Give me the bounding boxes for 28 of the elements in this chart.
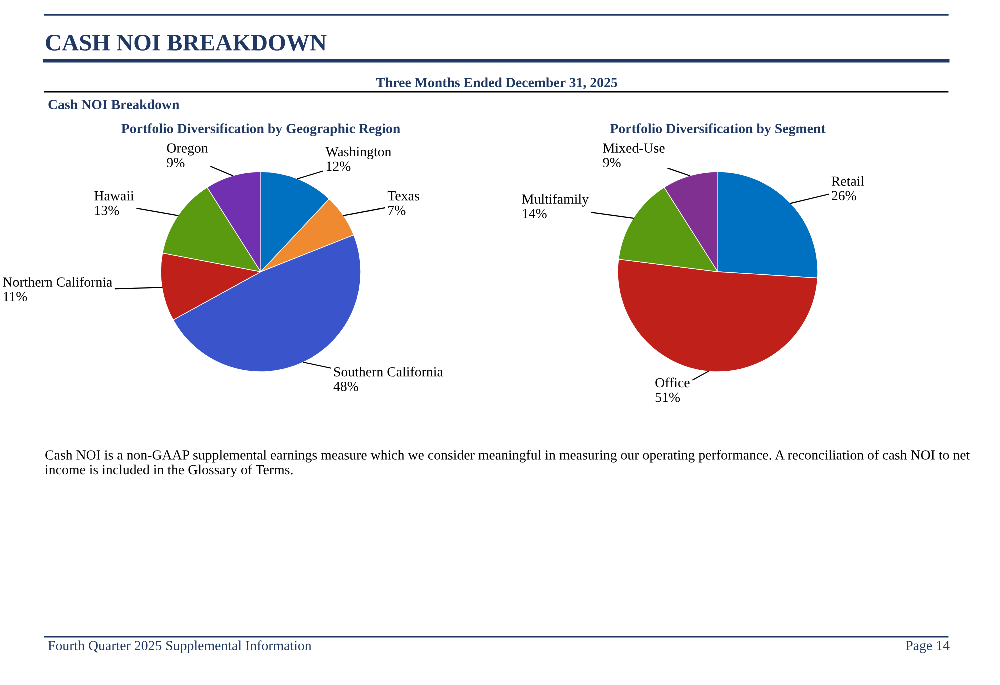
slice-label: Office bbox=[656, 378, 690, 388]
slice-label: Hawaii bbox=[94, 191, 134, 201]
slice-label: Washington bbox=[326, 146, 392, 160]
slice-label: Mixed-Use bbox=[603, 143, 665, 153]
text: Three Months Ended December 31, 2025 bbox=[376, 78, 618, 90]
text: Fourth Quarter 2025 Supplemental Information bbox=[48, 640, 312, 654]
slice-label: Northern California bbox=[3, 277, 112, 287]
data-label: 7% bbox=[388, 206, 406, 216]
chart-title: Portfolio Diversification by Segment bbox=[610, 124, 826, 136]
data-label: 13% bbox=[95, 206, 120, 216]
chart-title: Portfolio Diversification by Geographic Region bbox=[122, 124, 400, 136]
slice-label: Multifamily bbox=[522, 194, 589, 207]
text: CASH NOI BREAKDOWN bbox=[46, 35, 327, 52]
slice-label: Southern California bbox=[334, 366, 444, 377]
data-label: 48% bbox=[334, 382, 358, 392]
slice-label: Retail bbox=[832, 176, 864, 186]
data-label: 12% bbox=[326, 162, 351, 172]
data-label: 51% bbox=[656, 392, 680, 402]
data-label: 9% bbox=[603, 158, 621, 168]
data-label: 14% bbox=[523, 209, 547, 219]
text: Page 14 bbox=[906, 641, 950, 654]
data-label: 26% bbox=[832, 191, 856, 201]
text: Cash NOI is a non-GAAP supplemental earnings measure which we consider meaningful in measuring our operating performance. A reconciliation of cash NOI to net income is included in the Glossary of Terms. bbox=[45, 450, 970, 478]
data-label: 11% bbox=[4, 292, 28, 302]
data-label: 9% bbox=[167, 158, 185, 168]
slice-label: Texas bbox=[388, 192, 420, 201]
text: Cash NOI Breakdown bbox=[48, 100, 180, 110]
slice-label: Oregon bbox=[167, 144, 208, 156]
